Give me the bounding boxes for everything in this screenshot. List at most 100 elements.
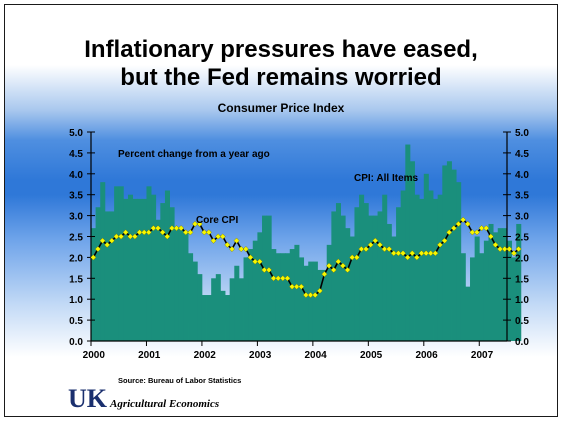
y-tick-label-right: 0.0 (515, 337, 529, 348)
y-tick-label-left: 2.0 (69, 253, 83, 264)
cpi-bar (123, 198, 129, 341)
cpi-bar (192, 261, 198, 341)
cpi-bar (266, 215, 272, 341)
cpi-bar (164, 190, 170, 341)
core-cpi-point (316, 287, 323, 294)
y-tick-label-right: 1.0 (515, 295, 529, 306)
core-cpi-point (150, 225, 157, 232)
cpi-bar (368, 215, 374, 341)
core-cpi-point (196, 220, 203, 227)
core-cpi-point (446, 229, 453, 236)
cpi-bar (294, 244, 300, 341)
cpi-bar (169, 207, 175, 341)
core-cpi-point (252, 258, 259, 265)
core-cpi-point (450, 225, 457, 232)
core-cpi-point (136, 229, 143, 236)
cpi-bar (335, 203, 341, 341)
y-tick-label-left: 5.0 (69, 128, 83, 139)
title-line-1: Inflationary pressures have eased, (84, 36, 478, 63)
cpi-bar (382, 194, 388, 341)
core-cpi-point (178, 225, 185, 232)
cpi-bar (345, 228, 351, 341)
cpi-bar (423, 173, 429, 341)
cpi-bar (428, 190, 434, 341)
core-cpi-point (344, 266, 351, 273)
cpi-bar (437, 194, 443, 341)
core-cpi-point (289, 283, 296, 290)
core-cpi-point (423, 250, 430, 257)
cpi-bar (137, 198, 143, 341)
cpi-bar (188, 253, 194, 341)
core-cpi-point (104, 241, 111, 248)
core-cpi-point (99, 237, 106, 244)
y-tick-label-left: 3.5 (69, 191, 83, 202)
y-tick-label-right: 4.5 (515, 149, 529, 160)
cpi-bar (386, 223, 392, 341)
cpi-bar (442, 165, 448, 341)
cpi-bar (451, 169, 457, 341)
core-cpi-point (127, 233, 134, 240)
core-cpi-point (113, 233, 120, 240)
core-cpi-point (201, 229, 208, 236)
cpi-bar (118, 186, 124, 341)
core-cpi-point (349, 254, 356, 261)
core-cpi-point (256, 258, 263, 265)
core-cpi-point (279, 275, 286, 282)
core-cpi-point (302, 292, 309, 299)
source-note: Source: Bureau of Labor Statistics (118, 376, 242, 385)
cpi-bar (285, 253, 291, 341)
cpi-bar (405, 144, 411, 341)
y-tick-label-right: 1.5 (515, 274, 529, 285)
cpi-bar (238, 278, 244, 341)
core-cpi-point (409, 250, 416, 257)
cpi-bar (331, 211, 337, 341)
cpi-bar (340, 215, 346, 341)
y-tick-label-left: 4.0 (69, 170, 83, 181)
core-cpi-point (395, 250, 402, 257)
core-cpi-point (270, 275, 277, 282)
cpi-bar (363, 203, 369, 341)
annotation-core-cpi: Core CPI (196, 215, 238, 226)
core-cpi-point (464, 220, 471, 227)
annotation-percent-change: Percent change from a year ago (118, 149, 270, 160)
core-cpi-point (326, 262, 333, 269)
core-cpi-point (441, 237, 448, 244)
core-cpi-point (131, 233, 138, 240)
core-cpi-point (353, 254, 360, 261)
cpi-bar (201, 295, 207, 341)
cpi-bar (229, 278, 235, 341)
cpi-bar (460, 253, 466, 341)
cpi-bar (271, 249, 277, 341)
cpi-bar (479, 253, 485, 341)
y-tick-label-left: 0.0 (69, 337, 83, 348)
core-cpi-point (413, 254, 420, 261)
core-cpi-point (473, 229, 480, 236)
core-cpi-point (233, 237, 240, 244)
cpi-bar (502, 228, 508, 341)
core-cpi-point (242, 246, 249, 253)
cpi-bar (234, 265, 240, 341)
core-cpi-point (205, 229, 212, 236)
core-cpi-point (363, 246, 370, 253)
cpi-bar (243, 257, 249, 341)
core-cpi-point (182, 229, 189, 236)
cpi-bar (100, 182, 106, 341)
cpi-bars (91, 144, 522, 341)
department-name: Agricultural Economics (110, 398, 220, 410)
core-cpi-point (400, 250, 406, 257)
cpi-bar (109, 211, 115, 341)
cpi-bar (322, 269, 328, 341)
y-tick-label-right: 2.0 (515, 253, 529, 264)
core-cpi-point (261, 266, 268, 273)
core-cpi-point (460, 216, 467, 223)
core-cpi-point (436, 241, 443, 248)
core-cpi-point (293, 283, 300, 290)
cpi-bar (483, 240, 489, 341)
cpi-bar (359, 194, 365, 341)
cpi-bar (391, 236, 397, 341)
cpi-bar (215, 274, 221, 341)
core-cpi-point (506, 246, 513, 253)
logo-text: UK (68, 384, 108, 410)
cpi-bar (372, 215, 378, 341)
core-cpi-point (492, 241, 499, 248)
